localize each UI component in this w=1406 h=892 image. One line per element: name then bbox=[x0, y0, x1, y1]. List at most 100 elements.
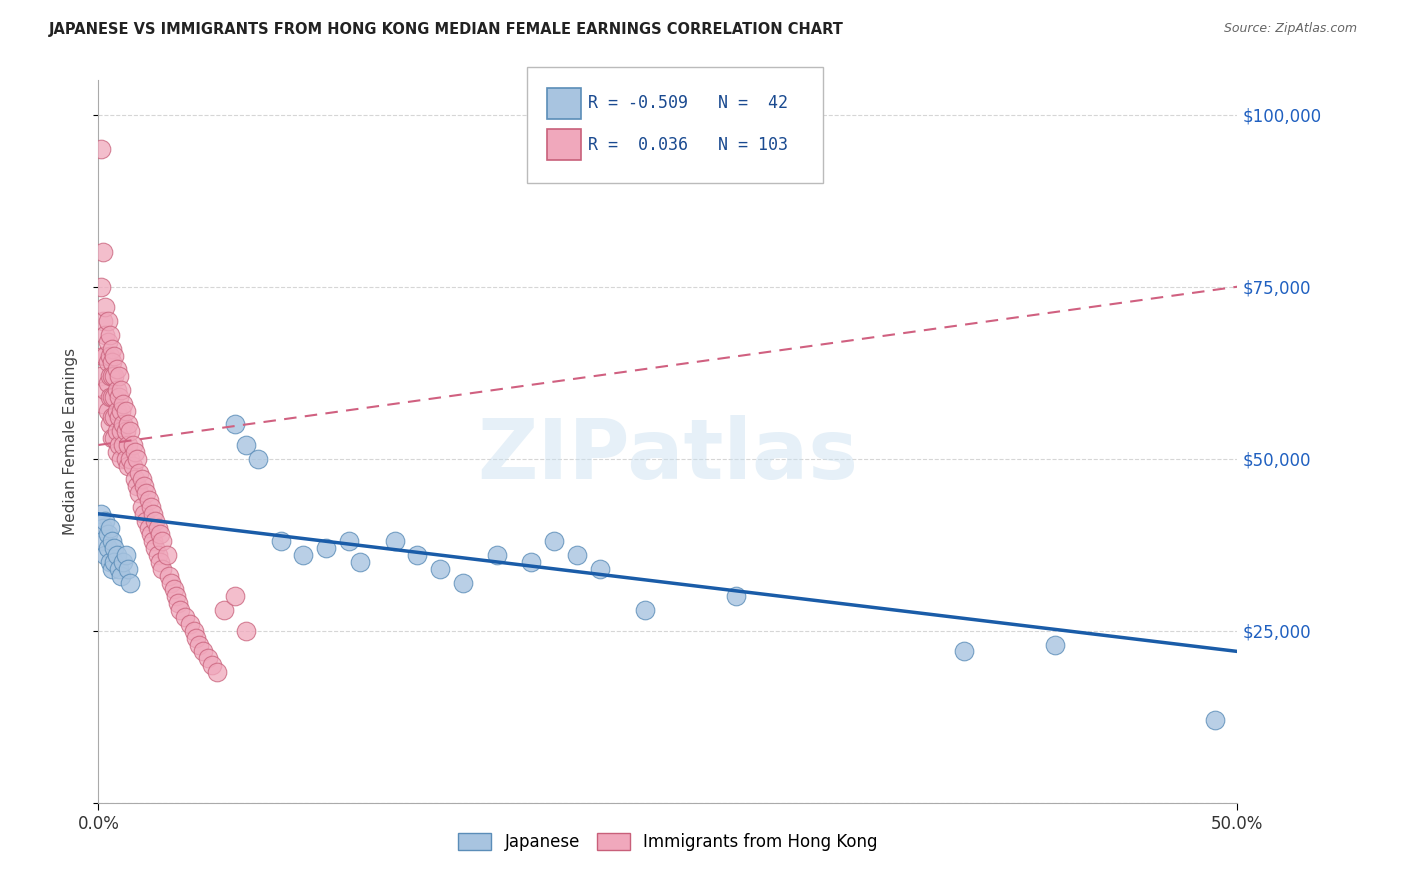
Text: JAPANESE VS IMMIGRANTS FROM HONG KONG MEDIAN FEMALE EARNINGS CORRELATION CHART: JAPANESE VS IMMIGRANTS FROM HONG KONG ME… bbox=[49, 22, 844, 37]
Point bbox=[1043, 638, 1066, 652]
Point bbox=[160, 575, 183, 590]
Point bbox=[224, 417, 246, 432]
Point bbox=[135, 514, 157, 528]
Point bbox=[108, 562, 131, 576]
Point bbox=[91, 520, 114, 534]
Point bbox=[108, 390, 131, 404]
Point bbox=[98, 520, 121, 534]
Point bbox=[1204, 713, 1226, 727]
Point bbox=[103, 349, 125, 363]
Point bbox=[174, 610, 197, 624]
Point bbox=[142, 507, 165, 521]
Point bbox=[94, 349, 117, 363]
Point bbox=[167, 596, 190, 610]
Point bbox=[94, 383, 117, 397]
Point bbox=[112, 397, 135, 411]
Point bbox=[96, 527, 118, 541]
Point bbox=[121, 458, 143, 473]
Point bbox=[315, 541, 337, 556]
Point bbox=[101, 390, 124, 404]
Point bbox=[108, 410, 131, 425]
Point bbox=[520, 555, 543, 569]
Point bbox=[588, 562, 610, 576]
Point bbox=[169, 603, 191, 617]
Point bbox=[124, 472, 146, 486]
Point bbox=[337, 534, 360, 549]
Point bbox=[110, 568, 132, 582]
Point bbox=[139, 500, 162, 514]
Legend: Japanese, Immigrants from Hong Kong: Japanese, Immigrants from Hong Kong bbox=[450, 825, 886, 860]
Point bbox=[205, 665, 228, 679]
Point bbox=[98, 555, 121, 569]
Point bbox=[94, 301, 117, 315]
Point bbox=[98, 390, 121, 404]
Point bbox=[103, 541, 125, 556]
Point bbox=[96, 355, 118, 369]
Point bbox=[224, 590, 246, 604]
Point bbox=[142, 534, 165, 549]
Point bbox=[101, 342, 124, 356]
Point bbox=[117, 417, 139, 432]
Point bbox=[114, 403, 136, 417]
Point bbox=[110, 424, 132, 438]
Point bbox=[105, 403, 128, 417]
Point bbox=[121, 438, 143, 452]
Point bbox=[110, 451, 132, 466]
Point bbox=[98, 369, 121, 384]
Point bbox=[98, 327, 121, 342]
Point bbox=[101, 410, 124, 425]
Point bbox=[91, 349, 114, 363]
Point bbox=[96, 334, 118, 349]
Point bbox=[145, 541, 167, 556]
Point bbox=[112, 555, 135, 569]
Point bbox=[179, 616, 201, 631]
Point bbox=[235, 438, 257, 452]
Point bbox=[91, 314, 114, 328]
Point bbox=[146, 548, 169, 562]
Point bbox=[103, 555, 125, 569]
Point bbox=[108, 438, 131, 452]
Point bbox=[94, 548, 117, 562]
Point bbox=[193, 644, 215, 658]
Point bbox=[150, 562, 173, 576]
Point bbox=[101, 431, 124, 445]
Point bbox=[146, 520, 169, 534]
Point bbox=[187, 638, 209, 652]
Point bbox=[114, 451, 136, 466]
Point bbox=[953, 644, 976, 658]
Point bbox=[235, 624, 257, 638]
Point bbox=[138, 493, 160, 508]
Point bbox=[90, 369, 112, 384]
Text: ZIPatlas: ZIPatlas bbox=[478, 416, 858, 497]
Point bbox=[135, 486, 157, 500]
Point bbox=[292, 548, 315, 562]
Point bbox=[96, 314, 118, 328]
Point bbox=[105, 424, 128, 438]
Point bbox=[201, 658, 224, 673]
Point bbox=[132, 507, 155, 521]
Point bbox=[105, 548, 128, 562]
Point bbox=[103, 390, 125, 404]
Point bbox=[120, 424, 142, 438]
Point bbox=[105, 362, 128, 376]
Point bbox=[132, 479, 155, 493]
Point bbox=[101, 369, 124, 384]
Point bbox=[91, 245, 114, 260]
Point bbox=[98, 417, 121, 432]
Point bbox=[114, 424, 136, 438]
Point bbox=[91, 397, 114, 411]
Point bbox=[90, 507, 112, 521]
Point bbox=[145, 514, 167, 528]
Point bbox=[114, 548, 136, 562]
Point bbox=[98, 349, 121, 363]
Point bbox=[96, 541, 118, 556]
Point bbox=[112, 417, 135, 432]
Text: R =  0.036   N = 103: R = 0.036 N = 103 bbox=[588, 136, 787, 153]
Point bbox=[429, 562, 451, 576]
Point bbox=[96, 376, 118, 390]
Point bbox=[149, 555, 172, 569]
Point bbox=[128, 466, 150, 480]
Point bbox=[127, 451, 149, 466]
Point bbox=[105, 445, 128, 459]
Point bbox=[120, 575, 142, 590]
